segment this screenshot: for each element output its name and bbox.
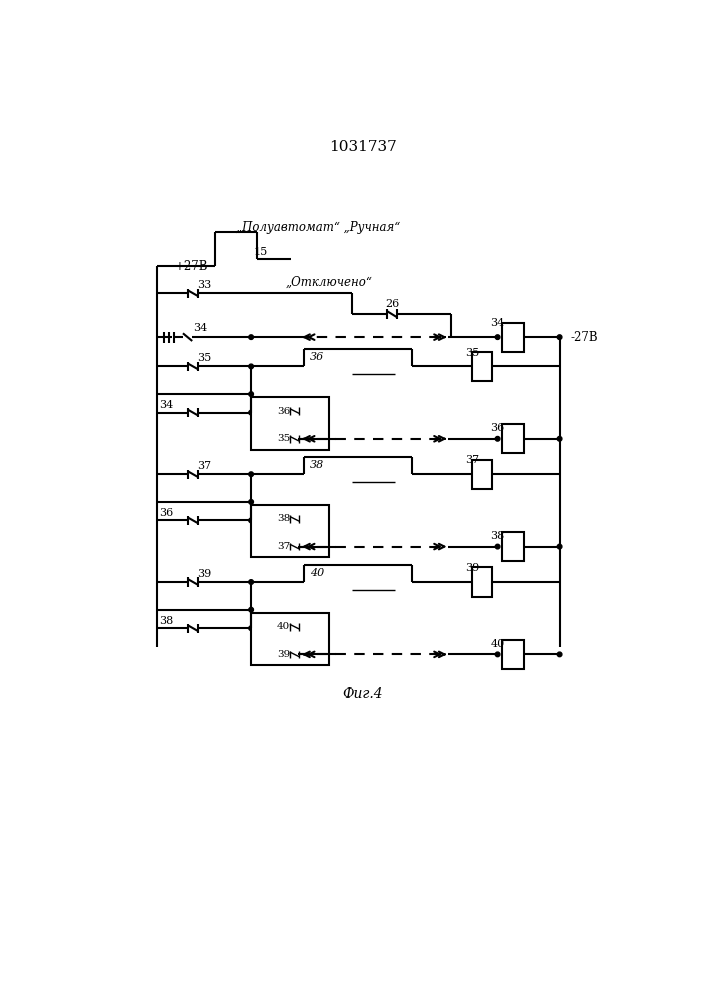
Bar: [502, 323, 524, 352]
Circle shape: [495, 335, 500, 339]
Circle shape: [249, 607, 253, 612]
Text: 40: 40: [491, 639, 505, 649]
Bar: [502, 424, 524, 453]
Text: Фиг.4: Фиг.4: [342, 687, 383, 701]
Text: 36: 36: [310, 352, 324, 362]
Text: 38: 38: [277, 514, 291, 523]
Circle shape: [249, 626, 253, 631]
Text: 39: 39: [465, 563, 479, 573]
Text: 40: 40: [277, 622, 291, 631]
Text: 37: 37: [277, 542, 291, 551]
Text: 38: 38: [310, 460, 324, 470]
Text: 1031737: 1031737: [329, 140, 397, 154]
Circle shape: [557, 652, 562, 657]
Text: 37: 37: [465, 455, 479, 465]
Bar: [502, 640, 524, 669]
Circle shape: [249, 392, 253, 396]
Text: 35: 35: [197, 353, 212, 363]
Text: -27В: -27В: [571, 331, 598, 344]
Circle shape: [495, 544, 500, 549]
Circle shape: [249, 335, 253, 339]
Circle shape: [249, 500, 253, 504]
Circle shape: [249, 472, 253, 477]
Text: +27В: +27В: [175, 260, 209, 273]
Text: 35: 35: [277, 434, 291, 443]
Text: 15: 15: [253, 247, 267, 257]
Text: 34: 34: [491, 318, 505, 328]
Circle shape: [557, 335, 562, 339]
Text: 40: 40: [310, 568, 324, 578]
Text: 36: 36: [491, 423, 505, 433]
Text: 35: 35: [465, 348, 479, 358]
Text: 39: 39: [277, 650, 291, 659]
Text: 37: 37: [197, 461, 211, 471]
Text: „Полуавтомат“ „Ручная“: „Полуавтомат“ „Ручная“: [235, 221, 400, 234]
Circle shape: [495, 652, 500, 657]
Text: 36: 36: [277, 407, 291, 416]
Bar: [472, 567, 492, 597]
Text: 36: 36: [159, 508, 173, 518]
Text: 39: 39: [197, 569, 212, 579]
Bar: [472, 352, 492, 381]
Circle shape: [557, 544, 562, 549]
Text: 38: 38: [159, 615, 173, 626]
Bar: [502, 532, 524, 561]
Bar: [251, 613, 329, 665]
Text: 34: 34: [159, 400, 173, 410]
Text: „Отключено“: „Отключено“: [286, 276, 373, 289]
Circle shape: [249, 410, 253, 415]
Text: 26: 26: [385, 299, 399, 309]
Circle shape: [249, 518, 253, 523]
Bar: [251, 505, 329, 557]
Text: 34: 34: [194, 323, 208, 333]
Bar: [251, 397, 329, 450]
Text: 33: 33: [197, 280, 211, 290]
Circle shape: [249, 364, 253, 369]
Circle shape: [495, 436, 500, 441]
Circle shape: [249, 580, 253, 584]
Circle shape: [557, 436, 562, 441]
Bar: [472, 460, 492, 489]
Text: 38: 38: [491, 531, 505, 541]
